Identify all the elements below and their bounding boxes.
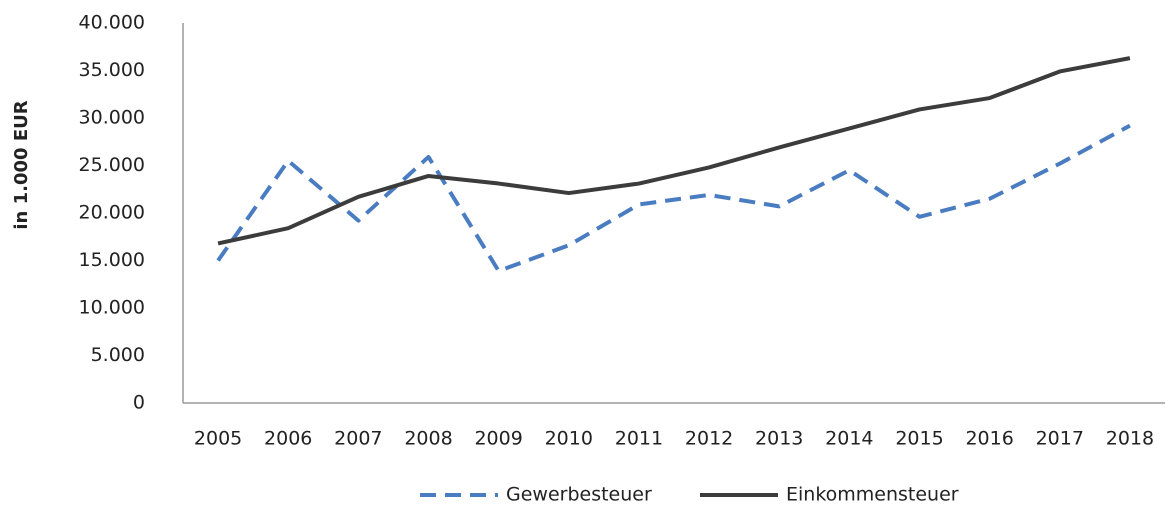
legend-label: Gewerbesteuer [506, 484, 652, 506]
y-tick-label: 40.000 [79, 12, 145, 34]
series-line [217, 56, 1131, 246]
x-tick-label: 2017 [1036, 428, 1084, 450]
x-tick-label: 2013 [755, 428, 803, 450]
legend-label: Einkommensteuer [786, 484, 959, 506]
x-tick-label: 2011 [615, 428, 663, 450]
y-tick-label: 25.000 [79, 154, 145, 176]
y-tick-label: 0 [133, 392, 145, 414]
x-tick-label: 2015 [895, 428, 943, 450]
y-tick-label: 15.000 [79, 249, 145, 271]
x-tick-label: 2008 [404, 428, 452, 450]
x-tick-label: 2016 [965, 428, 1013, 450]
x-tick-label: 2009 [474, 428, 522, 450]
y-axis-label: in 1.000 EUR [11, 100, 32, 229]
y-tick-label: 5.000 [91, 344, 145, 366]
x-tick-label: 2007 [334, 428, 382, 450]
x-tick-label: 2012 [685, 428, 733, 450]
y-tick-label: 35.000 [79, 59, 145, 81]
x-tick-label: 2010 [545, 428, 593, 450]
y-tick-label: 20.000 [79, 202, 145, 224]
x-tick-label: 2006 [264, 428, 312, 450]
y-tick-label: 10.000 [79, 297, 145, 319]
x-tick-label: 2018 [1106, 428, 1154, 450]
series-line [216, 123, 1131, 273]
x-tick-label: 2005 [194, 428, 242, 450]
y-tick-label: 30.000 [79, 107, 145, 129]
x-tick-label: 2014 [825, 428, 873, 450]
